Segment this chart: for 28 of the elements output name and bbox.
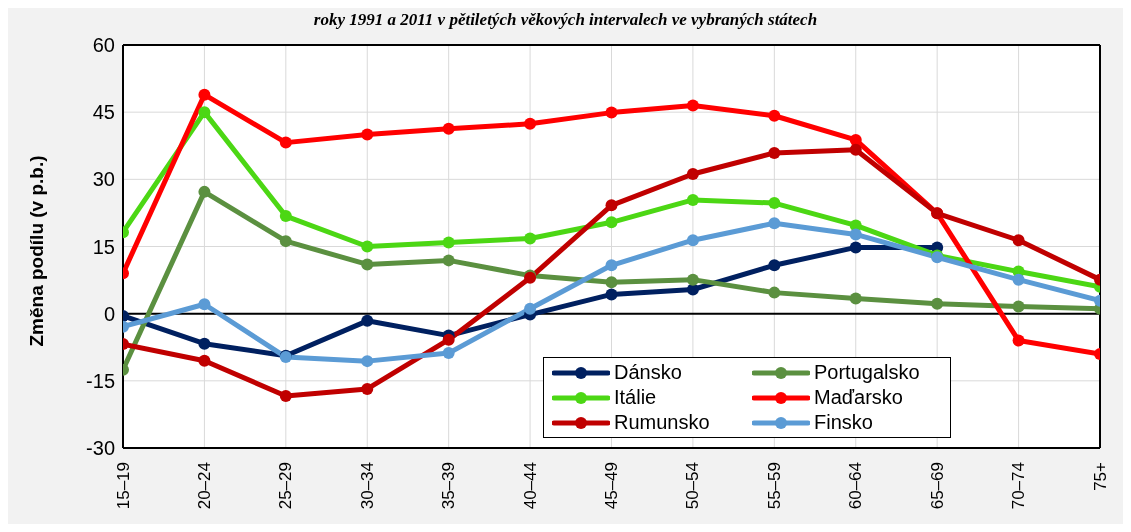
y-tick-label: 45 [92, 101, 115, 124]
x-tick-label: 45–49 [602, 462, 621, 510]
x-tick-label: 60–64 [846, 462, 866, 510]
x-tick-label: 35–39 [439, 462, 459, 510]
x-tick-label: 65–69 [927, 462, 947, 510]
x-tick-label: 15–19 [113, 462, 133, 510]
y-tick-label: -15 [86, 369, 115, 392]
y-tick-label: 60 [92, 34, 115, 57]
legend-label: Portugalsko [814, 361, 920, 384]
y-tick-label: 15 [92, 235, 115, 258]
x-tick-label: 55–59 [764, 462, 784, 510]
x-tick-label: 30–34 [357, 462, 377, 510]
legend-label: Itálie [614, 386, 657, 409]
legend-label: Dánsko [614, 361, 682, 384]
chart-title: roky 1991 a 2011 v pětiletých věkových intervalech ve vybraných státech [312, 9, 819, 31]
y-tick-label: 30 [92, 168, 115, 191]
x-tick-label: 75+ [1090, 461, 1110, 491]
legend-label: Finsko [814, 411, 873, 434]
x-tick-label: 40–44 [520, 462, 540, 510]
legend-label: Maďarsko [814, 386, 903, 409]
x-tick-label: 50–54 [683, 462, 703, 510]
y-tick-label: 0 [103, 302, 115, 325]
x-tick-label: 25–29 [276, 462, 296, 510]
x-tick-label: 70–74 [1009, 462, 1029, 510]
legend-label: Rumunsko [614, 411, 710, 434]
y-tick-label: -30 [86, 437, 115, 460]
x-tick-label: 20–24 [194, 462, 214, 510]
y-axis-title: Změna podílu (v p.b.) [25, 155, 47, 347]
